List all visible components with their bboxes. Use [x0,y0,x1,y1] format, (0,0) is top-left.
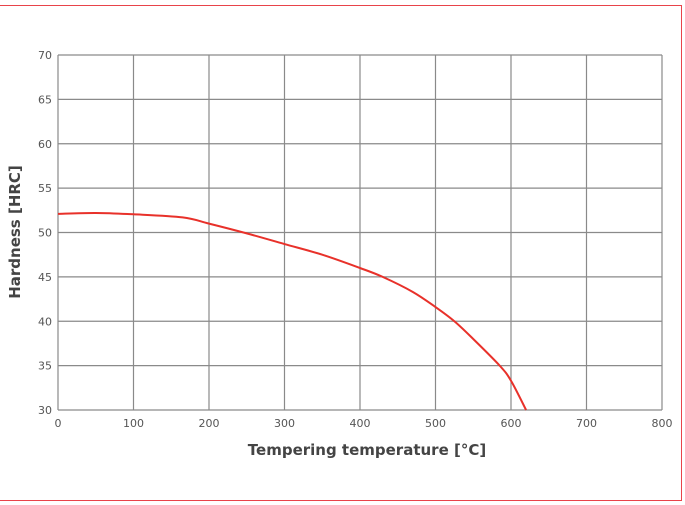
x-tick-label: 800 [652,417,673,430]
y-tick-label: 65 [38,93,52,106]
y-tick-label: 30 [38,404,52,417]
y-tick-label: 60 [38,138,52,151]
x-tick-label: 200 [199,417,220,430]
y-tick-label: 55 [38,182,52,195]
y-tick-label: 45 [38,271,52,284]
x-tick-label: 300 [274,417,295,430]
chart-frame [0,5,682,501]
x-axis-label: Tempering temperature [°C] [248,441,486,459]
x-tick-label: 600 [501,417,522,430]
y-tick-label: 70 [38,49,52,62]
y-axis-label: Hardness [HRC] [6,165,24,299]
x-tick-label: 400 [350,417,371,430]
x-tick-label: 700 [576,417,597,430]
y-tick-label: 35 [38,360,52,373]
x-tick-label: 100 [123,417,144,430]
y-tick-label: 50 [38,227,52,240]
hardness-curve [57,211,527,411]
x-tick-label: 500 [425,417,446,430]
y-tick-label: 40 [38,315,52,328]
x-tick-label: 0 [55,417,62,430]
